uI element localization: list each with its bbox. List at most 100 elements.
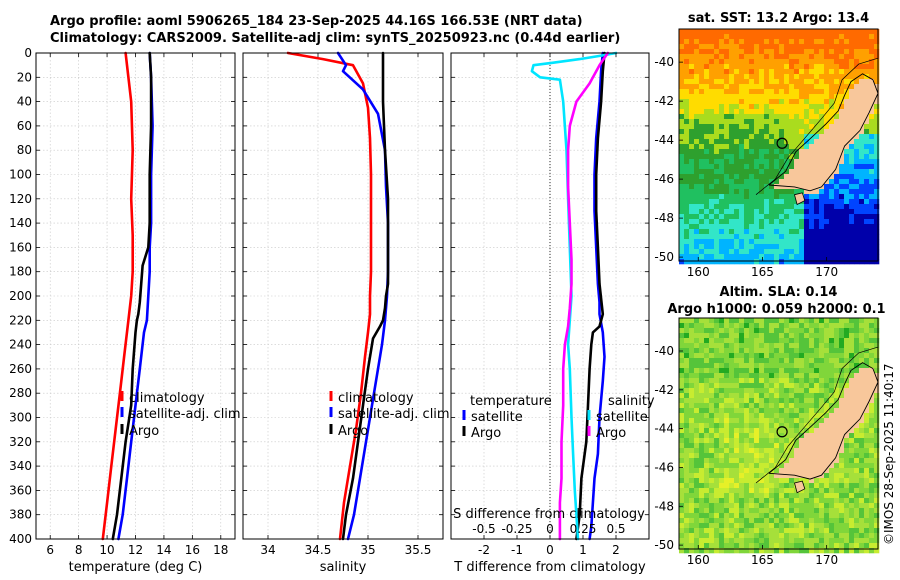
heatmap-cell bbox=[829, 503, 835, 509]
heatmap-cell bbox=[729, 413, 735, 419]
heatmap-cell bbox=[704, 543, 710, 549]
heatmap-cell bbox=[734, 538, 740, 544]
heatmap-cell bbox=[769, 428, 775, 434]
heatmap-cell bbox=[859, 488, 865, 494]
heatmap-cell bbox=[824, 408, 830, 414]
heatmap-cell bbox=[829, 383, 835, 389]
heatmap-cell bbox=[819, 69, 825, 75]
heatmap-cell bbox=[739, 234, 745, 240]
heatmap-cell bbox=[864, 423, 870, 429]
heatmap-cell bbox=[809, 124, 815, 130]
heatmap-cell bbox=[804, 348, 810, 354]
heatmap-cell bbox=[684, 39, 690, 45]
heatmap-cell bbox=[744, 259, 750, 265]
heatmap-cell bbox=[784, 343, 790, 349]
heatmap-cell bbox=[694, 204, 700, 210]
heatmap-cell bbox=[714, 403, 720, 409]
heatmap-cell bbox=[869, 189, 875, 195]
heatmap-cell bbox=[699, 393, 705, 399]
heatmap-cell bbox=[699, 159, 705, 165]
heatmap-cell bbox=[874, 478, 880, 484]
heatmap-cell bbox=[859, 224, 865, 230]
y-tick-label: 140 bbox=[9, 216, 32, 230]
heatmap-cell bbox=[739, 343, 745, 349]
heatmap-cell bbox=[684, 428, 690, 434]
heatmap-cell bbox=[864, 543, 870, 549]
heatmap-cell bbox=[699, 259, 705, 265]
heatmap-cell bbox=[774, 124, 780, 130]
heatmap-cell bbox=[859, 129, 865, 135]
heatmap-cell bbox=[819, 363, 825, 369]
heatmap-cell bbox=[744, 124, 750, 130]
heatmap-cell bbox=[854, 408, 860, 414]
heatmap-cell bbox=[834, 413, 840, 419]
heatmap-cell bbox=[734, 219, 740, 225]
heatmap-cell bbox=[804, 134, 810, 140]
heatmap-cell bbox=[714, 363, 720, 369]
heatmap-cell bbox=[814, 523, 820, 529]
heatmap-cell bbox=[864, 493, 870, 499]
heatmap-cell bbox=[714, 548, 720, 554]
heatmap-cell bbox=[729, 518, 735, 524]
heatmap-cell bbox=[834, 29, 840, 35]
heatmap-cell bbox=[854, 458, 860, 464]
heatmap-cell bbox=[859, 408, 865, 414]
heatmap-cell bbox=[754, 194, 760, 200]
heatmap-cell bbox=[754, 209, 760, 215]
legend-label: Argo bbox=[338, 424, 368, 439]
heatmap-cell bbox=[709, 229, 715, 235]
heatmap-cell bbox=[779, 179, 785, 185]
heatmap-cell bbox=[869, 468, 875, 474]
heatmap-cell bbox=[869, 458, 875, 464]
heatmap-cell bbox=[839, 29, 845, 35]
heatmap-cell bbox=[724, 488, 730, 494]
heatmap-cell bbox=[834, 174, 840, 180]
heatmap-cell bbox=[684, 149, 690, 155]
heatmap-cell bbox=[784, 333, 790, 339]
heatmap-cell bbox=[729, 229, 735, 235]
heatmap-cell bbox=[849, 154, 855, 160]
heatmap-cell bbox=[859, 254, 865, 260]
heatmap-cell bbox=[859, 229, 865, 235]
heatmap-cell bbox=[809, 448, 815, 454]
heatmap-cell bbox=[689, 239, 695, 245]
heatmap-cell bbox=[774, 184, 780, 190]
heatmap-cell bbox=[819, 493, 825, 499]
heatmap-cell bbox=[694, 348, 700, 354]
heatmap-cell bbox=[694, 189, 700, 195]
heatmap-cell bbox=[854, 39, 860, 45]
heatmap-cell bbox=[864, 124, 870, 130]
heatmap-cell bbox=[814, 493, 820, 499]
heatmap-cell bbox=[694, 99, 700, 105]
heatmap-cell bbox=[709, 109, 715, 115]
heatmap-cell bbox=[804, 333, 810, 339]
heatmap-cell bbox=[769, 358, 775, 364]
heatmap-cell bbox=[744, 179, 750, 185]
heatmap-cell bbox=[739, 39, 745, 45]
heatmap-cell bbox=[834, 503, 840, 509]
heatmap-cell bbox=[804, 29, 810, 35]
heatmap-cell bbox=[834, 254, 840, 260]
heatmap-cell bbox=[839, 154, 845, 160]
heatmap-cell bbox=[709, 39, 715, 45]
heatmap-cell bbox=[874, 254, 880, 260]
heatmap-cell bbox=[864, 483, 870, 489]
heatmap-cell bbox=[754, 254, 760, 260]
heatmap-cell bbox=[764, 119, 770, 125]
heatmap-cell bbox=[794, 234, 800, 240]
heatmap-cell bbox=[724, 523, 730, 529]
heatmap-cell bbox=[814, 353, 820, 359]
heatmap-cell bbox=[739, 538, 745, 544]
heatmap-cell bbox=[779, 418, 785, 424]
heatmap-cell bbox=[859, 393, 865, 399]
heatmap-cell bbox=[814, 74, 820, 80]
heatmap-cell bbox=[734, 498, 740, 504]
heatmap-cell bbox=[829, 363, 835, 369]
legend-label: satellite bbox=[596, 410, 648, 425]
heatmap-cell bbox=[809, 254, 815, 260]
heatmap-cell bbox=[744, 184, 750, 190]
heatmap-cell bbox=[799, 49, 805, 55]
heatmap-cell bbox=[874, 483, 880, 489]
heatmap-cell bbox=[804, 493, 810, 499]
heatmap-cell bbox=[824, 493, 830, 499]
